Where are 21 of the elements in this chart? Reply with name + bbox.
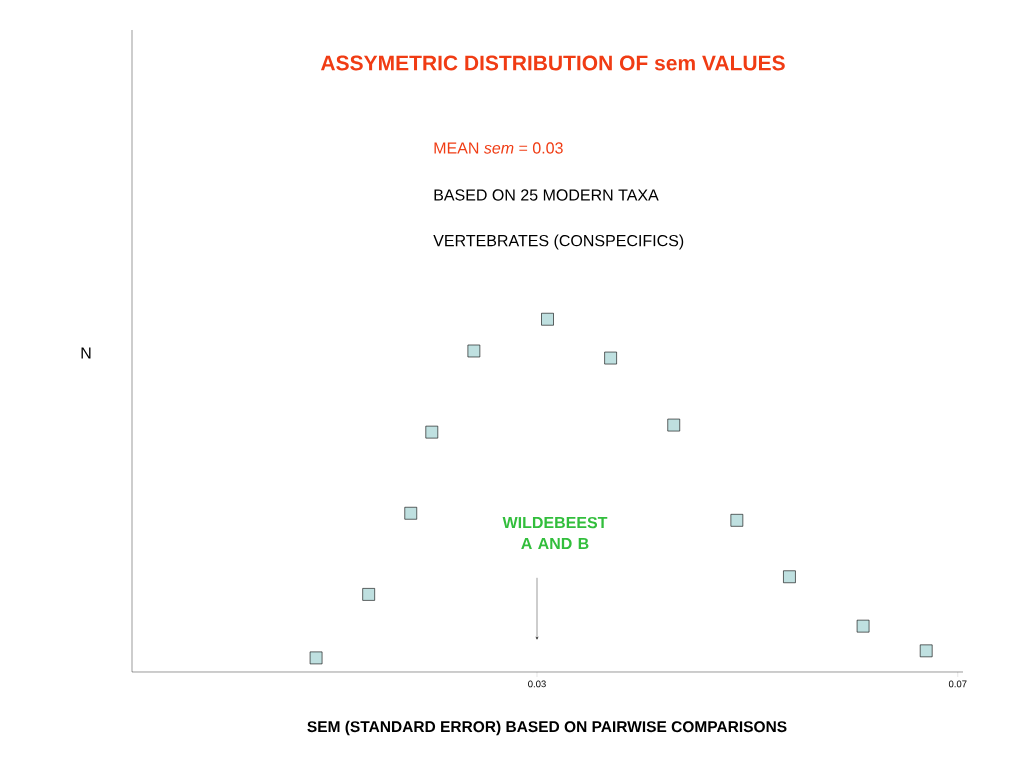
point	[604, 351, 617, 365]
point	[783, 570, 796, 584]
point	[730, 514, 744, 527]
point	[919, 644, 933, 658]
point	[856, 619, 870, 633]
x-axis-title: SEM (STANDARD ERROR) BASED ON PAIRWISE COMPARISONS	[307, 720, 787, 736]
x-tick-label: 0.07	[948, 680, 967, 688]
point	[667, 418, 681, 432]
point	[404, 506, 418, 520]
point	[309, 651, 323, 665]
point	[467, 344, 481, 358]
point	[425, 425, 439, 439]
chart-title: ASSYMETRIC DISTRIBUTION OF sem VALUES	[320, 55, 785, 71]
point	[541, 312, 554, 326]
x-tick-label: 0.03	[528, 680, 546, 688]
text: VERTEBRATES (CONSPECIFICS)	[433, 234, 684, 250]
point	[362, 588, 375, 601]
text: BASED ON 25 MODERN TAXA	[434, 189, 659, 201]
annotation: WILDEBEEST A AND B	[502, 516, 608, 550]
y-axis-title: N	[81, 347, 91, 359]
text: MEAN sem = 0.03	[434, 142, 563, 154]
